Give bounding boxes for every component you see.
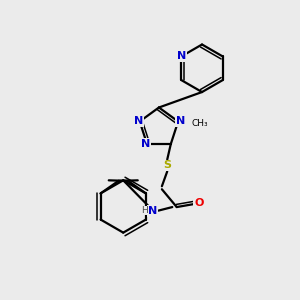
- Text: H: H: [141, 206, 147, 215]
- Text: N: N: [141, 139, 150, 149]
- Text: N: N: [134, 116, 143, 127]
- Text: N: N: [148, 206, 158, 216]
- Text: CH₃: CH₃: [191, 119, 208, 128]
- Text: N: N: [177, 51, 186, 62]
- Text: O: O: [194, 198, 204, 208]
- Text: N: N: [176, 116, 185, 127]
- Text: S: S: [163, 160, 171, 170]
